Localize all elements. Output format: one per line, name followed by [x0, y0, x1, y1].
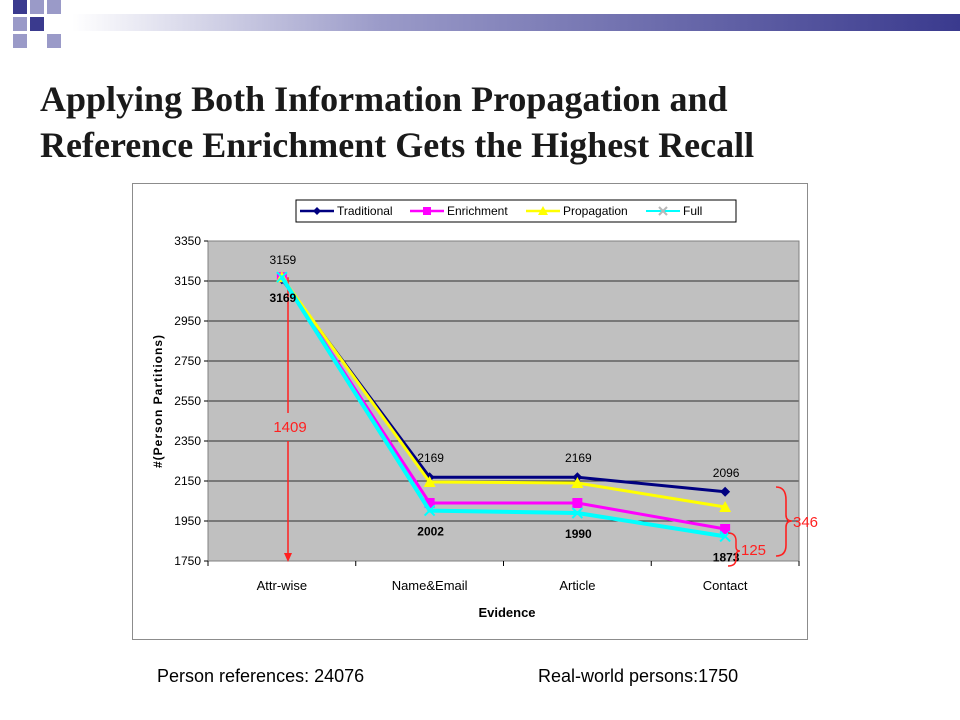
point-full	[276, 271, 288, 283]
data-label: 3159	[270, 253, 297, 267]
data-label: 3169	[270, 291, 297, 305]
legend-swatch-marker	[423, 207, 431, 215]
legend-label: Propagation	[563, 204, 628, 218]
deco-square-7	[47, 34, 61, 48]
series-line-propagation	[280, 276, 726, 509]
data-label: 2169	[565, 451, 592, 465]
legend-swatch-marker	[313, 207, 321, 215]
series-line-full	[280, 276, 726, 539]
data-label: 2169	[417, 451, 444, 465]
y-tick-label: 1950	[174, 514, 201, 528]
header-gradient-bar	[72, 14, 960, 31]
y-axis-ticks: 1750 1950 2150 2350 2550 2750 2950 3150 3350	[174, 234, 208, 568]
marker-x-stroke	[276, 271, 288, 283]
deco-square-2	[30, 0, 44, 14]
y-axis-label: #(Person Partitions)	[151, 334, 165, 468]
point-propagation	[571, 477, 584, 488]
legend-swatch-marker	[538, 206, 548, 215]
y-tick-label: 3150	[174, 274, 201, 288]
gap-large-brace	[775, 486, 793, 557]
deco-square-6	[13, 34, 27, 48]
x-axis-ticks: Attr-wise Name&Email Article Contact	[207, 561, 800, 593]
legend-label: Full	[683, 204, 702, 218]
footer-real-world-persons: Real-world persons:1750	[538, 666, 739, 686]
legend-label: Enrichment	[447, 204, 508, 218]
x-tick-label: Attr-wise	[257, 578, 308, 593]
drop-arrow	[284, 277, 292, 562]
x-tick-label: Article	[559, 578, 595, 593]
legend-box	[295, 199, 737, 223]
drop-arrow-head	[284, 553, 292, 562]
gap-small-brace	[727, 532, 741, 567]
y-tick-label: 2950	[174, 314, 201, 328]
point-full	[423, 504, 436, 517]
point-full	[571, 507, 584, 519]
y-tick-label: 2350	[174, 434, 201, 448]
data-label: 1990	[565, 527, 592, 541]
point-propagation	[719, 501, 732, 512]
deco-square-3	[47, 0, 61, 14]
slide-title-line1: Applying Both Information Propagation an…	[40, 79, 728, 119]
x-tick-label: Name&Email	[392, 578, 468, 593]
gap-small-label: 125	[741, 542, 766, 559]
deco-square-4	[13, 17, 27, 31]
data-label: 1873	[713, 550, 740, 564]
point-enrichment	[572, 498, 583, 508]
point-enrichment	[424, 498, 435, 508]
marker-x-stroke	[423, 504, 436, 517]
drop-annotation-label: 1409	[273, 419, 306, 436]
legend-swatch-marker	[658, 206, 668, 216]
data-label: 2096	[713, 466, 740, 480]
y-tick-label: 2550	[174, 394, 201, 408]
y-tick-label: 1750	[174, 554, 201, 568]
y-tick-label: 2150	[174, 474, 201, 488]
slide-title-line2: Reference Enrichment Gets the Highest Re…	[40, 125, 755, 165]
footer-person-references: Person references: 24076	[157, 666, 365, 686]
series-line-enrichment	[280, 276, 726, 531]
x-axis-label: Evidence	[478, 605, 535, 620]
deco-square-1	[13, 0, 27, 14]
marker-x-stroke	[658, 206, 668, 216]
marker-x-stroke	[571, 507, 584, 519]
point-traditional	[720, 486, 731, 497]
series-layer	[275, 271, 732, 543]
data-labels: 3159 2169 2169 2096 3169 2002 1990 1873	[270, 253, 740, 564]
x-tick-label: Contact	[703, 578, 748, 593]
y-tick-label: 3350	[174, 234, 201, 248]
gap-large-label: 346	[793, 514, 818, 531]
legend-label: Traditional	[337, 204, 393, 218]
deco-square-5	[30, 17, 44, 31]
y-tick-label: 2750	[174, 354, 201, 368]
point-propagation	[423, 476, 436, 487]
point-enrichment	[720, 524, 731, 534]
legend: Traditional Enrichment Propagation Full	[295, 199, 737, 223]
data-label: 2002	[417, 525, 444, 539]
slide-title: Applying Both Information Propagation an…	[40, 76, 955, 168]
